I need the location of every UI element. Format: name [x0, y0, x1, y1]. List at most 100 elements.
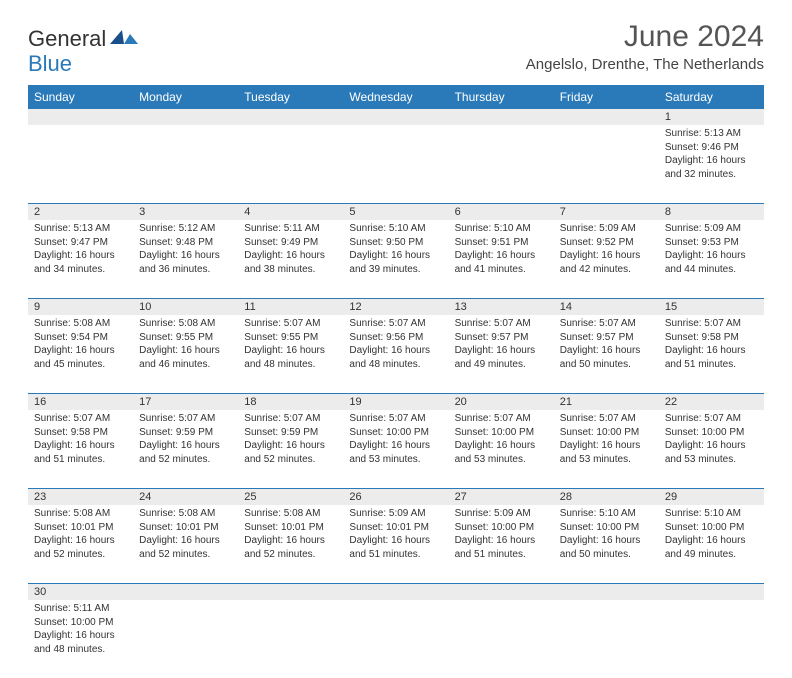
day-info: Sunrise: 5:07 AMSunset: 10:00 PMDaylight… — [659, 410, 764, 470]
day-info: Sunrise: 5:07 AMSunset: 10:00 PMDaylight… — [554, 410, 659, 470]
day-number — [238, 584, 343, 601]
day-cell: Sunrise: 5:08 AMSunset: 10:01 PMDaylight… — [133, 505, 238, 584]
day-cell: Sunrise: 5:13 AMSunset: 9:46 PMDaylight:… — [659, 125, 764, 204]
day-cell — [343, 125, 448, 204]
daynum-row: 1 — [28, 109, 764, 125]
weekday-header: Saturday — [659, 85, 764, 109]
day-cell: Sunrise: 5:13 AMSunset: 9:47 PMDaylight:… — [28, 220, 133, 299]
day-cell — [28, 125, 133, 204]
day-info: Sunrise: 5:07 AMSunset: 9:59 PMDaylight:… — [238, 410, 343, 470]
daynum-row: 2345678 — [28, 204, 764, 221]
calendar-table: Sunday Monday Tuesday Wednesday Thursday… — [28, 85, 764, 678]
week-row: Sunrise: 5:08 AMSunset: 10:01 PMDaylight… — [28, 505, 764, 584]
day-info: Sunrise: 5:08 AMSunset: 10:01 PMDaylight… — [28, 505, 133, 565]
day-info: Sunrise: 5:07 AMSunset: 9:57 PMDaylight:… — [449, 315, 554, 375]
day-info: Sunrise: 5:08 AMSunset: 10:01 PMDaylight… — [133, 505, 238, 565]
day-info: Sunrise: 5:08 AMSunset: 9:54 PMDaylight:… — [28, 315, 133, 375]
day-number: 7 — [554, 204, 659, 221]
logo-icon — [110, 26, 138, 52]
day-number: 25 — [238, 489, 343, 506]
day-cell: Sunrise: 5:11 AMSunset: 9:49 PMDaylight:… — [238, 220, 343, 299]
day-cell: Sunrise: 5:09 AMSunset: 10:00 PMDaylight… — [449, 505, 554, 584]
day-cell: Sunrise: 5:07 AMSunset: 10:00 PMDaylight… — [343, 410, 448, 489]
day-info: Sunrise: 5:13 AMSunset: 9:46 PMDaylight:… — [659, 125, 764, 185]
day-number: 24 — [133, 489, 238, 506]
day-info: Sunrise: 5:07 AMSunset: 9:55 PMDaylight:… — [238, 315, 343, 375]
day-cell — [449, 125, 554, 204]
day-info: Sunrise: 5:09 AMSunset: 9:53 PMDaylight:… — [659, 220, 764, 280]
weekday-header: Sunday — [28, 85, 133, 109]
day-cell: Sunrise: 5:10 AMSunset: 10:00 PMDaylight… — [659, 505, 764, 584]
day-info: Sunrise: 5:07 AMSunset: 9:58 PMDaylight:… — [28, 410, 133, 470]
day-info: Sunrise: 5:10 AMSunset: 10:00 PMDaylight… — [554, 505, 659, 565]
day-number — [659, 584, 764, 601]
day-number: 2 — [28, 204, 133, 221]
day-cell: Sunrise: 5:10 AMSunset: 9:51 PMDaylight:… — [449, 220, 554, 299]
day-cell: Sunrise: 5:09 AMSunset: 9:52 PMDaylight:… — [554, 220, 659, 299]
day-info: Sunrise: 5:12 AMSunset: 9:48 PMDaylight:… — [133, 220, 238, 280]
day-number — [28, 109, 133, 125]
day-cell: Sunrise: 5:10 AMSunset: 10:00 PMDaylight… — [554, 505, 659, 584]
week-row: Sunrise: 5:13 AMSunset: 9:46 PMDaylight:… — [28, 125, 764, 204]
day-info: Sunrise: 5:07 AMSunset: 9:56 PMDaylight:… — [343, 315, 448, 375]
day-number: 20 — [449, 394, 554, 411]
day-info: Sunrise: 5:11 AMSunset: 9:49 PMDaylight:… — [238, 220, 343, 280]
logo-text-1: General — [28, 26, 106, 52]
day-cell: Sunrise: 5:09 AMSunset: 9:53 PMDaylight:… — [659, 220, 764, 299]
day-number: 23 — [28, 489, 133, 506]
day-cell — [554, 125, 659, 204]
logo: General — [28, 26, 138, 52]
weekday-header: Friday — [554, 85, 659, 109]
day-number: 26 — [343, 489, 448, 506]
day-info: Sunrise: 5:09 AMSunset: 10:01 PMDaylight… — [343, 505, 448, 565]
day-number: 6 — [449, 204, 554, 221]
day-cell: Sunrise: 5:07 AMSunset: 9:57 PMDaylight:… — [449, 315, 554, 394]
day-number: 9 — [28, 299, 133, 316]
day-cell: Sunrise: 5:07 AMSunset: 9:59 PMDaylight:… — [238, 410, 343, 489]
day-info: Sunrise: 5:13 AMSunset: 9:47 PMDaylight:… — [28, 220, 133, 280]
day-info: Sunrise: 5:10 AMSunset: 9:51 PMDaylight:… — [449, 220, 554, 280]
day-number: 27 — [449, 489, 554, 506]
day-number: 28 — [554, 489, 659, 506]
weekday-header: Thursday — [449, 85, 554, 109]
day-number: 18 — [238, 394, 343, 411]
day-cell — [238, 125, 343, 204]
day-cell: Sunrise: 5:07 AMSunset: 9:57 PMDaylight:… — [554, 315, 659, 394]
daynum-row: 30 — [28, 584, 764, 601]
week-row: Sunrise: 5:08 AMSunset: 9:54 PMDaylight:… — [28, 315, 764, 394]
day-number: 19 — [343, 394, 448, 411]
day-cell: Sunrise: 5:08 AMSunset: 9:54 PMDaylight:… — [28, 315, 133, 394]
day-cell: Sunrise: 5:07 AMSunset: 9:58 PMDaylight:… — [28, 410, 133, 489]
day-number — [238, 109, 343, 125]
day-number: 29 — [659, 489, 764, 506]
day-info: Sunrise: 5:07 AMSunset: 10:00 PMDaylight… — [449, 410, 554, 470]
day-info: Sunrise: 5:09 AMSunset: 10:00 PMDaylight… — [449, 505, 554, 565]
day-info: Sunrise: 5:07 AMSunset: 10:00 PMDaylight… — [343, 410, 448, 470]
day-number: 10 — [133, 299, 238, 316]
day-number: 16 — [28, 394, 133, 411]
day-number: 8 — [659, 204, 764, 221]
day-number: 12 — [343, 299, 448, 316]
day-cell: Sunrise: 5:07 AMSunset: 9:59 PMDaylight:… — [133, 410, 238, 489]
day-number — [449, 109, 554, 125]
day-number: 11 — [238, 299, 343, 316]
day-number — [554, 109, 659, 125]
weekday-header-row: Sunday Monday Tuesday Wednesday Thursday… — [28, 85, 764, 109]
day-cell: Sunrise: 5:07 AMSunset: 10:00 PMDaylight… — [554, 410, 659, 489]
month-title: June 2024 — [526, 20, 764, 54]
day-number — [133, 584, 238, 601]
day-number — [343, 584, 448, 601]
day-number: 4 — [238, 204, 343, 221]
weekday-header: Wednesday — [343, 85, 448, 109]
day-info: Sunrise: 5:10 AMSunset: 10:00 PMDaylight… — [659, 505, 764, 565]
day-cell: Sunrise: 5:08 AMSunset: 9:55 PMDaylight:… — [133, 315, 238, 394]
day-number — [343, 109, 448, 125]
day-cell: Sunrise: 5:08 AMSunset: 10:01 PMDaylight… — [28, 505, 133, 584]
day-cell: Sunrise: 5:12 AMSunset: 9:48 PMDaylight:… — [133, 220, 238, 299]
day-number — [554, 584, 659, 601]
weekday-header: Tuesday — [238, 85, 343, 109]
day-number: 1 — [659, 109, 764, 125]
day-number: 21 — [554, 394, 659, 411]
day-number: 14 — [554, 299, 659, 316]
day-number — [449, 584, 554, 601]
